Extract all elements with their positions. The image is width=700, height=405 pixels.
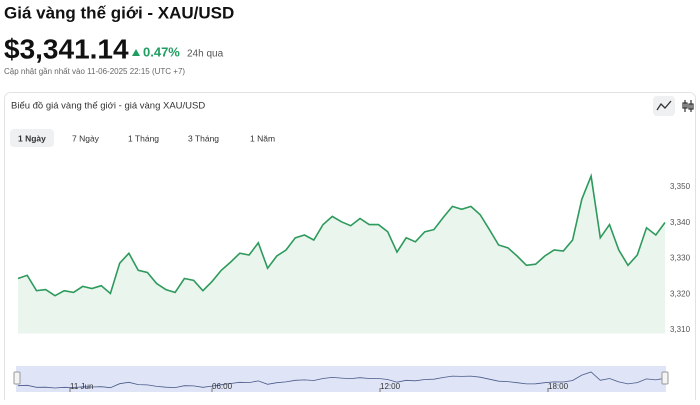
range-tab[interactable]: 3 Tháng (188, 133, 219, 143)
up-arrow (132, 49, 140, 56)
navigator-handle-right[interactable] (661, 371, 669, 385)
range-tab[interactable]: 1 Năm (250, 133, 275, 143)
y-tick-label: 3,350 (670, 182, 691, 191)
price: $3,341.14 (4, 33, 129, 64)
area-fill (18, 176, 665, 334)
navigator (16, 366, 666, 392)
navigator-handle-left[interactable] (13, 371, 21, 385)
range-tab[interactable]: 7 Ngày (72, 133, 100, 143)
y-tick-label: 3,320 (670, 289, 691, 298)
chart-title: Biểu đồ giá vàng thế giới - giá vàng XAU… (11, 101, 205, 112)
change-period: 24h qua (187, 49, 224, 60)
price-line (17, 173, 666, 297)
chart-panel (4, 92, 696, 405)
range-tabs: 1 Ngày 7 Ngày 1 Tháng 3 Tháng 1 Năm (10, 129, 275, 147)
navigator-line (17, 371, 666, 389)
navigator-label: 06:00 (212, 382, 233, 391)
plot: 3,310 3,320 3,330 3,340 3,350 (17, 173, 691, 334)
change: 0.47% (143, 44, 180, 59)
navigator-label: 12:00 (380, 382, 401, 391)
line-mode-button[interactable] (653, 96, 675, 116)
page-title: Giá vàng thế giới - XAU/USD (4, 3, 234, 22)
candle-mode-button[interactable] (682, 100, 694, 112)
updated: Cập nhật gần nhất vào 11-06-2025 22:15 (… (4, 67, 185, 76)
range-tab[interactable]: 1 Tháng (128, 133, 159, 143)
navigator-content: 11 Jun 06:00 12:00 18:00 (17, 371, 666, 392)
range-tab[interactable]: 1 Ngày (18, 133, 46, 143)
y-tick-label: 3,330 (670, 254, 691, 263)
y-tick-label: 3,340 (670, 218, 691, 227)
navigator-label: 11 Jun (70, 382, 93, 391)
y-tick-label: 3,310 (670, 325, 691, 334)
line-icon (656, 100, 672, 111)
navigator-label: 18:00 (548, 382, 569, 391)
range-tab-active[interactable] (10, 129, 54, 147)
